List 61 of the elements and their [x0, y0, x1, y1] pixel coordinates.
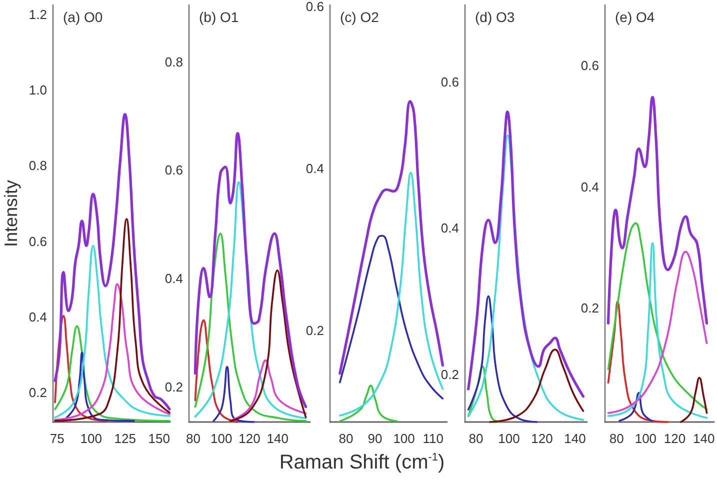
- x-tick-label: 140: [564, 431, 586, 446]
- y-tick-label: 0.6: [306, 0, 324, 14]
- x-tick-label: 150: [148, 431, 170, 446]
- line-series: [66, 352, 135, 422]
- x-tick-label: 80: [609, 431, 624, 446]
- line-series: [194, 319, 238, 423]
- y-tick-label: 0.4: [580, 179, 599, 194]
- line-series: [212, 366, 255, 423]
- chart-title: (a) O0: [63, 9, 103, 25]
- chart-title: (e) O4: [615, 9, 655, 25]
- x-tick-label: 110: [422, 431, 444, 446]
- line-series: [680, 376, 708, 423]
- y-tick-label: 0.6: [28, 234, 47, 249]
- x-tick-label: 75: [50, 431, 64, 446]
- x-tick-label: 100: [210, 431, 232, 446]
- x-tick-label: 125: [114, 431, 136, 446]
- y-tick-label: 0.2: [306, 323, 324, 338]
- line-series: [467, 366, 501, 423]
- y-tick-label: 0.6: [440, 74, 459, 90]
- line-series: [606, 96, 708, 325]
- y-tick-label: 0.6: [164, 162, 183, 178]
- y-tick-label: 0.2: [440, 366, 459, 382]
- y-tick-label: 0.6: [580, 58, 599, 74]
- x-tick-label: 140: [266, 431, 288, 446]
- line-series: [607, 300, 669, 423]
- x-tick-label: 100: [80, 431, 102, 446]
- line-series: [467, 295, 538, 423]
- x-tick-label: 100: [393, 431, 415, 446]
- x-tick-label: 120: [664, 431, 686, 446]
- y-tick-label: 0.2: [28, 385, 47, 400]
- y-tick-label: 0.4: [306, 161, 324, 176]
- x-tick-label: 140: [692, 431, 715, 446]
- chart-title: (c) O2: [340, 9, 380, 25]
- x-tick-label: 100: [634, 431, 657, 446]
- line-series: [229, 359, 307, 422]
- y-tick-label: 0.4: [440, 220, 459, 236]
- y-tick-label: 1.2: [28, 6, 47, 22]
- y-tick-label: 1.0: [28, 82, 47, 98]
- y-axis-title: Intensity: [1, 180, 21, 248]
- y-tick-label: 0.4: [164, 270, 183, 286]
- x-tick-label: 100: [498, 431, 520, 446]
- x-tick-label: 80: [186, 431, 200, 446]
- x-tick-label: 90: [368, 431, 382, 446]
- line-series: [54, 314, 108, 422]
- y-tick-label: 0.8: [164, 54, 183, 70]
- line-series: [194, 132, 308, 408]
- x-tick-label: 120: [238, 431, 260, 446]
- line-series: [338, 384, 398, 422]
- y-tick-label: 0.4: [28, 309, 47, 324]
- line-series: [194, 232, 307, 422]
- y-tick-label: 0.2: [164, 379, 183, 394]
- line-series: [194, 181, 307, 420]
- y-tick-label: 0.2: [580, 300, 599, 316]
- x-tick-label: 80: [468, 431, 484, 446]
- chart-title: (d) O3: [475, 9, 515, 25]
- line-series: [489, 348, 584, 423]
- x-tick-label: 120: [531, 431, 553, 446]
- chart-title: (b) O1: [199, 9, 239, 25]
- line-series: [229, 269, 307, 422]
- x-tick-label: 80: [338, 431, 354, 446]
- y-tick-label: 0.8: [28, 158, 47, 174]
